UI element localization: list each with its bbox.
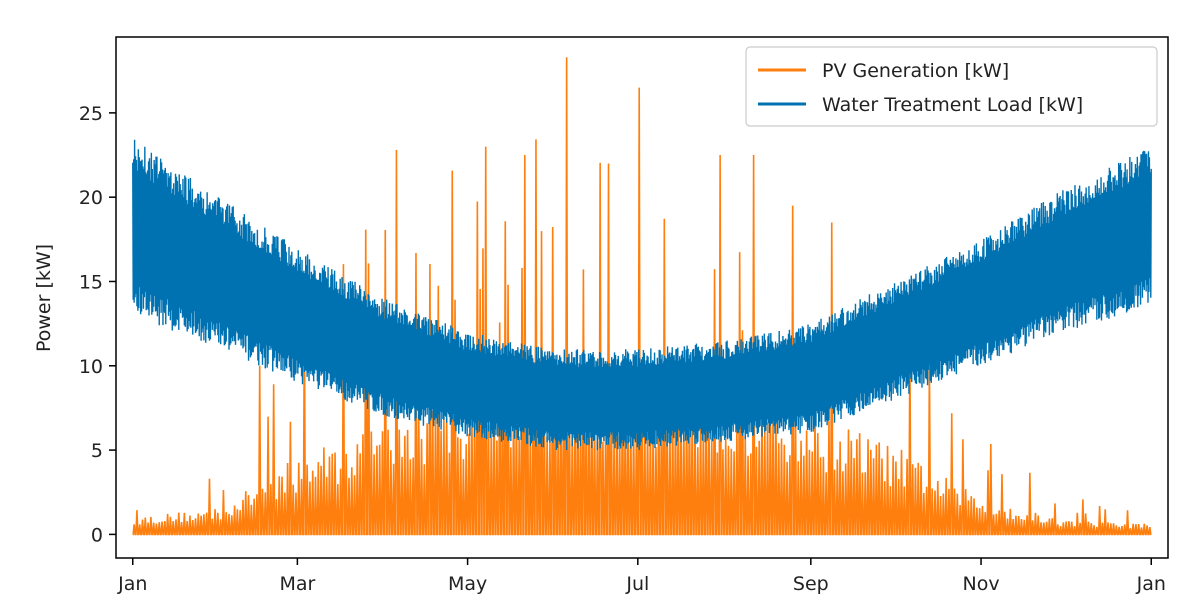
x-tick-label: Jan [1136,573,1166,595]
series-layer [132,57,1152,536]
y-tick-label: 10 [79,356,103,378]
y-tick-label: 25 [79,103,103,125]
y-tick-label: 0 [91,524,103,546]
y-tick-label: 5 [91,440,103,462]
legend-box [745,46,1158,127]
series-line-load [132,139,1152,451]
x-tick-label: Jul [625,573,649,595]
legend: PV Generation [kW] Water Treatment Load … [745,46,1158,127]
plot-frame [115,36,1169,559]
x-tick-label: Mar [279,573,315,595]
legend-label-pv: PV Generation [kW] [822,60,1009,82]
x-tick-label: Sep [793,573,829,595]
y-axis-label: Power [kW] [33,244,55,352]
legend-label-load: Water Treatment Load [kW] [822,94,1083,116]
y-tick-label: 20 [79,187,103,209]
axes-layer: 0 5 10 15 20 25 Jan Mar May Jul Sep Nov Jan [79,103,1166,595]
y-tick-label: 15 [79,271,103,293]
x-tick-label: Nov [962,573,999,595]
x-tick-label: May [448,573,487,595]
x-tick-label: Jan [117,573,147,595]
